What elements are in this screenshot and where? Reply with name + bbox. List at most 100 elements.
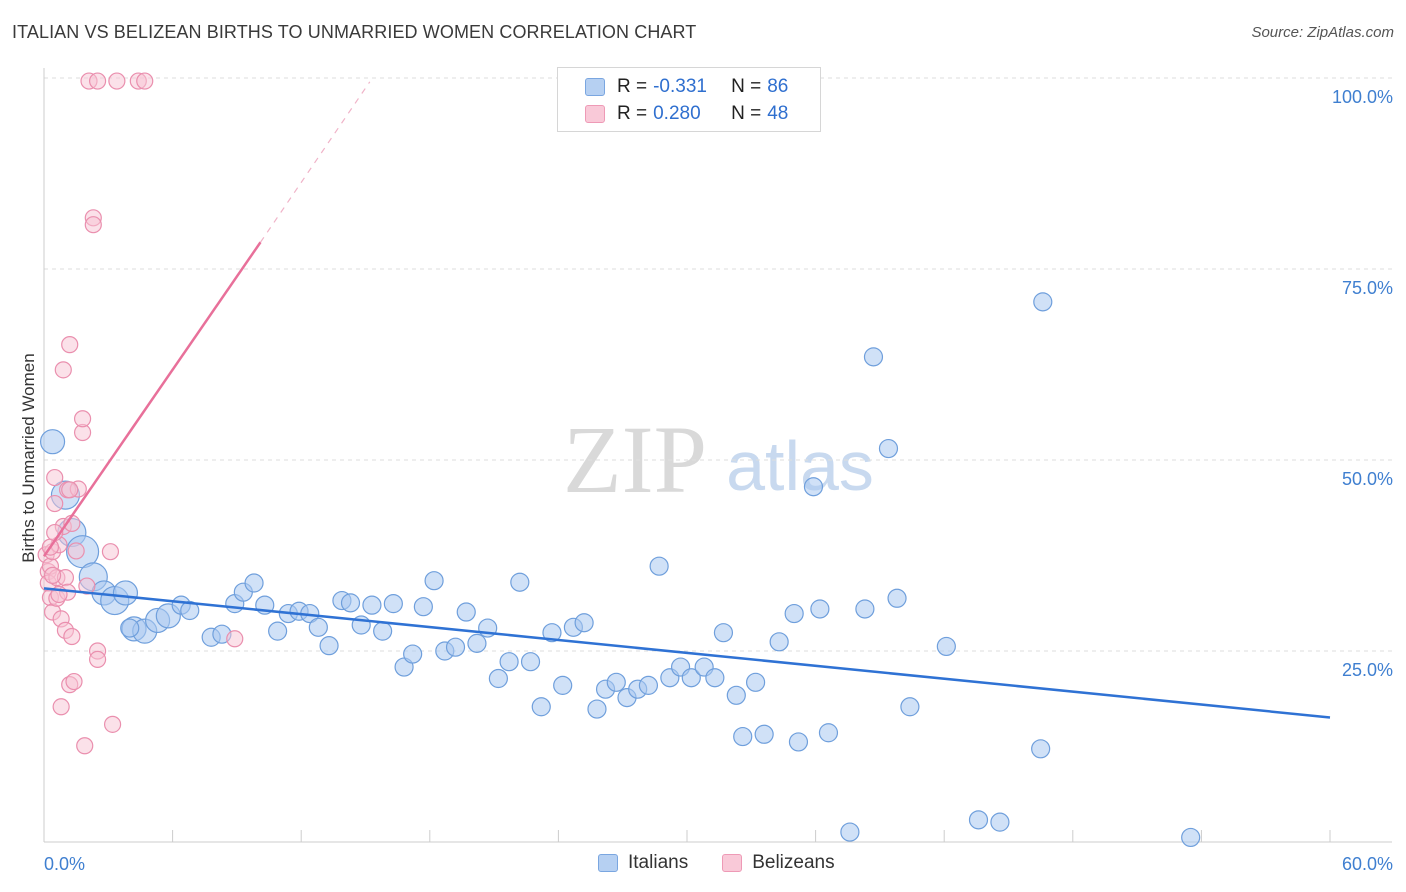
italians-point — [510, 572, 530, 592]
italians-point — [542, 623, 562, 643]
chart-title: ITALIAN VS BELIZEAN BIRTHS TO UNMARRIED … — [12, 22, 697, 42]
italians-point — [803, 477, 824, 497]
italians-point — [855, 599, 875, 619]
italians-point — [936, 636, 956, 657]
y-tick-label: 25.0% — [1342, 660, 1393, 680]
belizeans-n-value: 48 — [767, 103, 789, 124]
watermark-atlas: atlas — [726, 427, 874, 505]
belizeans-point — [46, 468, 64, 487]
legend-row-italians: R = -0.331 N = 86 — [558, 73, 788, 101]
belizeans-point — [226, 630, 244, 648]
belizeans-point — [46, 494, 64, 513]
legend-item-italians[interactable]: Italians — [598, 852, 688, 874]
italians-n-value: 86 — [767, 76, 789, 97]
belizeans-point — [63, 627, 81, 646]
belizeans-swatch — [585, 105, 605, 123]
tick-labels: 25.0% 50.0% 75.0% 100.0% 0.0% 60.0% — [44, 87, 1393, 874]
belizeans-point — [54, 361, 72, 379]
legend-item-belizeans[interactable]: Belizeans — [722, 852, 835, 874]
italians-point — [340, 593, 361, 613]
italians-trend-line — [43, 587, 1331, 719]
italians-point — [784, 603, 804, 624]
italians-point — [373, 621, 393, 641]
italians-swatch — [585, 78, 605, 96]
italians-point — [39, 429, 66, 455]
y-tick-label: 75.0% — [1342, 278, 1393, 298]
italians-point — [244, 573, 264, 593]
belizeans-point — [67, 542, 85, 560]
italians-point — [878, 438, 899, 459]
n-label: N = — [731, 103, 762, 124]
belizeans-point — [61, 336, 79, 354]
r-label: R = — [617, 76, 648, 97]
italians-point — [1033, 292, 1053, 312]
italians-point — [180, 600, 200, 621]
belizeans-legend-label: Belizeans — [752, 852, 835, 873]
italians-point — [403, 644, 423, 664]
correlation-legend: R = -0.331 N = 86 R = 0.280 N = 48 — [557, 67, 821, 132]
belizeans-points — [37, 72, 244, 755]
italians-point — [733, 726, 753, 747]
italians-point — [968, 810, 989, 830]
italians-point — [268, 621, 288, 641]
belizeans-point — [73, 410, 92, 428]
italians-point — [308, 617, 328, 637]
italians-point — [726, 685, 746, 705]
belizeans-point — [136, 72, 154, 90]
r-label: R = — [617, 103, 648, 124]
watermark-zip: ZIP — [563, 406, 707, 513]
italians-point — [769, 632, 789, 652]
italians-point — [531, 697, 551, 717]
belizeans-legend-swatch — [722, 854, 743, 872]
italians-point — [456, 602, 476, 622]
belizeans-point — [43, 566, 62, 584]
italians-points — [39, 292, 1201, 848]
italians-point — [383, 594, 403, 614]
y-tick-label: 50.0% — [1342, 469, 1393, 489]
belizeans-point — [108, 72, 126, 90]
italians-point — [713, 623, 734, 643]
italians-point — [520, 652, 541, 672]
y-tick-label: 100.0% — [1332, 87, 1393, 107]
n-label: N = — [731, 76, 762, 97]
belizeans-point — [88, 650, 107, 669]
belizeans-point — [101, 543, 120, 561]
italians-point — [424, 571, 444, 591]
italians-point — [606, 672, 626, 692]
source-note: Source: ZipAtlas.com — [1251, 24, 1394, 41]
belizeans-point — [88, 72, 107, 90]
belizeans-point — [103, 715, 122, 733]
italians-point — [887, 588, 907, 608]
italians-point — [120, 618, 140, 638]
italians-point — [900, 697, 920, 717]
belizeans-trend-extension — [259, 81, 371, 243]
italians-point — [319, 636, 339, 656]
legend-row-belizeans: R = 0.280 N = 48 — [558, 100, 788, 128]
x-tick-label: 0.0% — [44, 854, 85, 874]
trend-lines — [42, 81, 1331, 719]
italians-point — [445, 637, 466, 657]
italians-point — [467, 633, 487, 653]
axes — [43, 68, 1392, 843]
italians-point — [810, 599, 830, 619]
series-legend: Italians Belizeans — [598, 852, 869, 874]
italians-point — [1031, 739, 1051, 759]
belizeans-point — [65, 672, 83, 691]
italians-point — [362, 595, 382, 615]
italians-point — [788, 732, 809, 752]
italians-point — [413, 597, 433, 617]
belizeans-trend-line — [42, 241, 262, 557]
italians-point — [638, 675, 659, 695]
italians-legend-label: Italians — [628, 852, 689, 873]
italians-point — [649, 556, 669, 576]
belizeans-point — [78, 577, 96, 595]
italians-point — [990, 812, 1010, 832]
gridlines — [44, 77, 1392, 652]
belizeans-point — [76, 737, 94, 755]
italians-point — [488, 668, 508, 689]
belizeans-r-value: 0.280 — [653, 103, 701, 124]
belizeans-point — [61, 481, 79, 499]
italians-point — [1181, 827, 1201, 848]
belizeans-point — [52, 698, 70, 716]
